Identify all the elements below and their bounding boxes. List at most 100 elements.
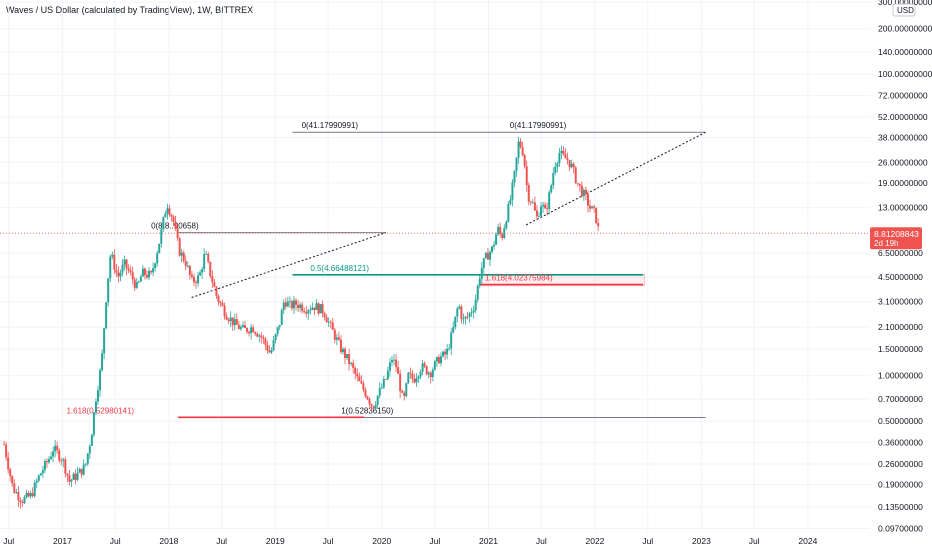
candle-body: [217, 295, 220, 303]
candle-body: [188, 265, 191, 275]
candle-body: [401, 391, 404, 393]
candle-body: [258, 335, 261, 337]
candle-body: [290, 301, 293, 309]
candle-body: [484, 252, 487, 259]
candle-body: [160, 229, 163, 244]
y-tick-label: 2.10000000: [878, 322, 923, 332]
candle-body: [550, 185, 553, 193]
candle-body: [578, 183, 581, 186]
candle-body: [256, 333, 259, 337]
candle-body: [450, 332, 453, 349]
candle-body: [74, 473, 77, 480]
candle-body: [15, 492, 18, 493]
candle-body: [64, 459, 67, 474]
candle-body: [82, 464, 85, 475]
candle-body: [274, 334, 277, 341]
candle-body: [3, 444, 6, 446]
candle-body: [442, 351, 445, 357]
candle-body: [352, 362, 355, 368]
price-badge-group: 8.81208843 2d 19h: [870, 227, 922, 250]
price-axis[interactable]: 300.00000000 200.00000000 140.00000000 100.…: [870, 0, 932, 534]
candle-body: [454, 316, 457, 328]
candle-body: [378, 388, 381, 396]
candle-body: [460, 306, 463, 320]
candle-body: [264, 338, 267, 345]
fib-level-label: 1.618(4.02375984): [485, 274, 553, 283]
candle-body: [270, 349, 273, 353]
candle-body: [47, 458, 50, 463]
candle-body: [117, 272, 120, 277]
candle-body: [470, 312, 473, 314]
candle-body: [407, 372, 410, 384]
candle-body: [286, 301, 289, 307]
candle-body: [180, 252, 183, 256]
x-tick-label: Jul: [3, 536, 14, 546]
candle-body: [90, 434, 93, 446]
x-tick-label: 2023: [692, 536, 711, 546]
candle-body: [209, 261, 212, 277]
candle-body: [595, 207, 598, 224]
candle-body: [237, 324, 240, 329]
candle-body: [354, 367, 357, 374]
drawing-tools[interactable]: 0(41.17990991)0(41.17990991)0(8.8..90658…: [0, 121, 870, 419]
candle-body: [284, 302, 287, 307]
x-tick-label: Jul: [536, 536, 547, 546]
candle-body: [182, 252, 185, 262]
candle-body: [370, 404, 373, 407]
candle-body: [213, 282, 216, 287]
candle-body: [419, 371, 422, 377]
candle-body: [197, 275, 200, 284]
candle-body: [346, 354, 349, 358]
candle-body: [468, 313, 471, 317]
candle-body: [513, 170, 516, 183]
candle-body: [597, 223, 600, 227]
y-tick-label: 140.00000000: [878, 47, 932, 57]
candle-body: [54, 445, 57, 452]
candle-body: [92, 412, 95, 435]
candle-body: [268, 350, 271, 353]
candle-body: [207, 254, 210, 262]
candle-body: [327, 321, 330, 323]
candle-body: [448, 348, 451, 350]
y-tick-label: 0.09700000: [878, 524, 923, 534]
candle-body: [109, 256, 112, 279]
candle-body: [248, 331, 251, 334]
fib-level-label: 0.5(4.66488121): [310, 264, 369, 273]
candle-body: [382, 379, 385, 388]
candle-body: [437, 357, 440, 364]
candle-body: [444, 351, 447, 355]
candle-body: [462, 318, 465, 320]
candle-body: [88, 445, 91, 454]
candle-body: [111, 254, 114, 257]
candle-body: [493, 244, 496, 247]
fib-level-label: 0(41.17990991): [302, 121, 359, 130]
candle-body: [399, 373, 402, 392]
candle-body: [76, 472, 79, 480]
candle-body: [584, 189, 587, 195]
candle-body: [348, 354, 351, 364]
candle-body: [488, 251, 491, 260]
candle-body: [43, 461, 46, 471]
x-tick-label: 2018: [159, 536, 178, 546]
time-axis[interactable]: Jul 2017 Jul 2018 Jul 2019 Jul 2020 Jul 2021 Jul 20…: [0, 532, 932, 550]
candle-body: [33, 482, 36, 497]
candle-body: [366, 396, 369, 400]
candle-body: [176, 228, 179, 239]
candle-body: [199, 272, 202, 276]
candle-body: [535, 210, 538, 217]
candle-body: [372, 406, 375, 409]
trend-line[interactable]: [525, 131, 706, 226]
x-tick-label: Jul: [642, 536, 653, 546]
candle-body: [215, 286, 218, 296]
candle-body: [60, 460, 63, 462]
candle-body: [515, 157, 518, 171]
candlestick-series[interactable]: [3, 136, 600, 509]
scale-mode-toggle[interactable]: USD: [892, 3, 916, 17]
candle-body: [478, 278, 481, 286]
candle-body: [574, 167, 577, 184]
candle-body: [170, 214, 173, 217]
y-tick-label: 0.13500000: [878, 502, 923, 512]
candle-body: [562, 150, 565, 155]
chart-title: Waves / US Dollar (calculated by Trading…: [6, 5, 254, 15]
